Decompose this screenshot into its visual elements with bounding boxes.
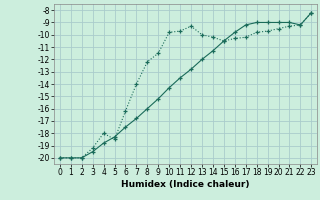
X-axis label: Humidex (Indice chaleur): Humidex (Indice chaleur) — [121, 180, 250, 189]
